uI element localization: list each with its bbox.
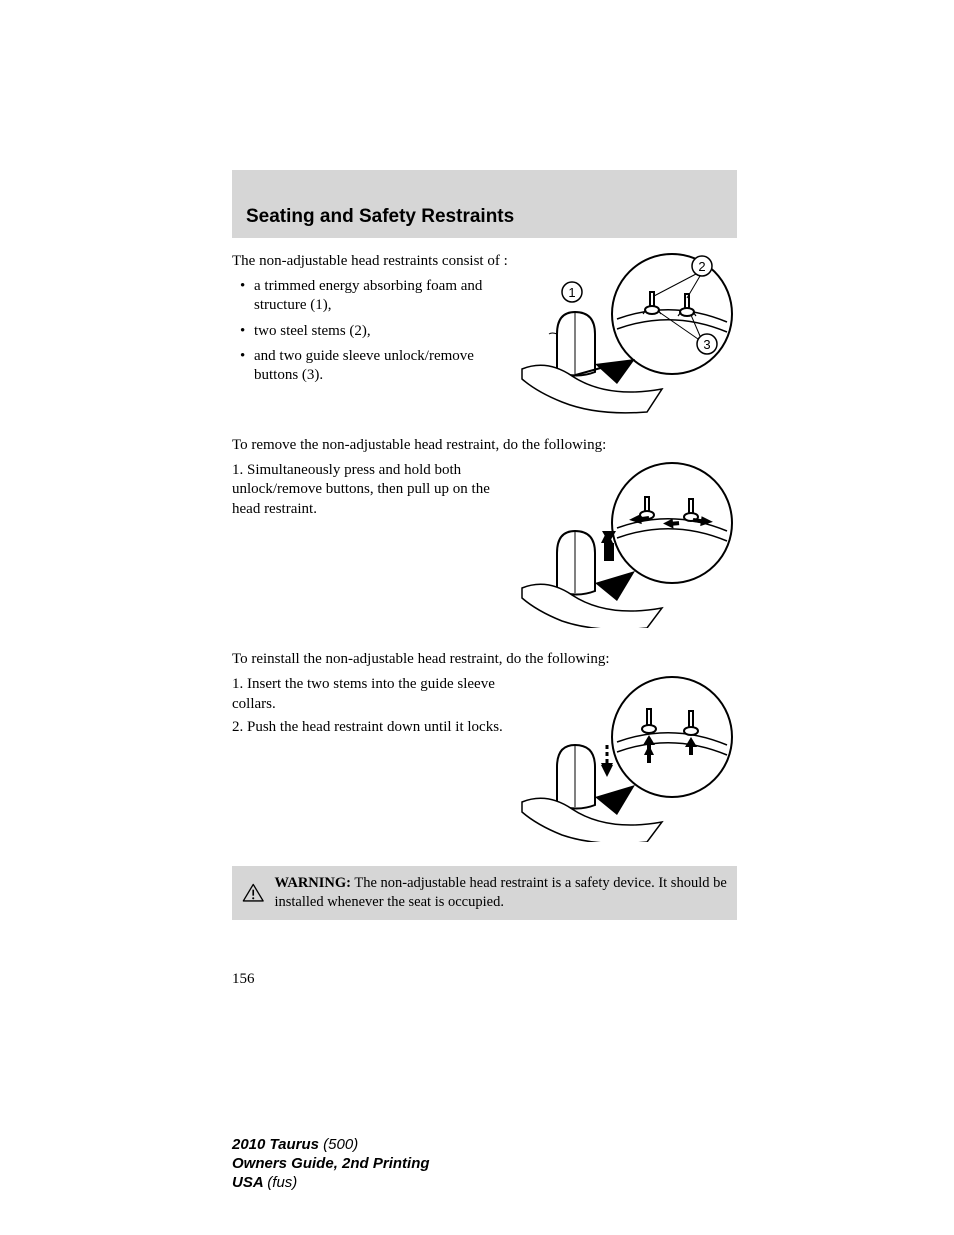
remove-step-1: 1. Simultaneously press and hold both un…	[232, 461, 512, 519]
warning-text: WARNING: The non-adjustable head restrai…	[274, 874, 727, 912]
page-number: 156	[232, 970, 737, 989]
text-column: 1. Simultaneously press and hold both un…	[232, 461, 512, 519]
section-remove: 1. Simultaneously press and hold both un…	[232, 461, 737, 636]
list-item: a trimmed energy absorbing foam and stru…	[254, 277, 512, 315]
figure-reinstall	[517, 667, 737, 847]
text-column: The non-adjustable head restraints consi…	[232, 252, 512, 385]
component-list: a trimmed energy absorbing foam and stru…	[232, 277, 512, 385]
figure-components: 2 3 1	[517, 244, 737, 424]
callout-2: 2	[698, 259, 705, 274]
page-content: Seating and Safety Restraints The non-ad…	[232, 170, 737, 989]
intro-paragraph: The non-adjustable head restraints consi…	[232, 252, 512, 271]
section-components: The non-adjustable head restraints consi…	[232, 252, 737, 422]
callout-3: 3	[703, 337, 710, 352]
text-column: 1. Insert the two stems into the guide s…	[232, 675, 512, 737]
footer: 2010 Taurus (500) Owners Guide, 2nd Prin…	[232, 1135, 430, 1193]
list-item: two steel stems (2),	[254, 322, 512, 341]
headrest-diagram-1: 2 3 1	[517, 244, 737, 419]
footer-line-2: Owners Guide, 2nd Printing	[232, 1154, 430, 1173]
section-reinstall: 1. Insert the two stems into the guide s…	[232, 675, 737, 850]
reinstall-step-2: 2. Push the head restraint down until it…	[232, 718, 512, 737]
headrest-diagram-3	[517, 667, 737, 842]
reinstall-step-1: 1. Insert the two stems into the guide s…	[232, 675, 512, 713]
warning-label: WARNING:	[274, 875, 351, 891]
footer-line-3: USA (fus)	[232, 1173, 430, 1192]
warning-icon	[242, 878, 264, 908]
callout-1: 1	[568, 285, 575, 300]
warning-box: WARNING: The non-adjustable head restrai…	[232, 866, 737, 920]
section-header: Seating and Safety Restraints	[232, 170, 737, 238]
headrest-diagram-2	[517, 453, 737, 628]
section-title: Seating and Safety Restraints	[246, 206, 723, 228]
footer-line-1: 2010 Taurus (500)	[232, 1135, 430, 1154]
list-item: and two guide sleeve unlock/remove butto…	[254, 347, 512, 385]
figure-remove	[517, 453, 737, 633]
